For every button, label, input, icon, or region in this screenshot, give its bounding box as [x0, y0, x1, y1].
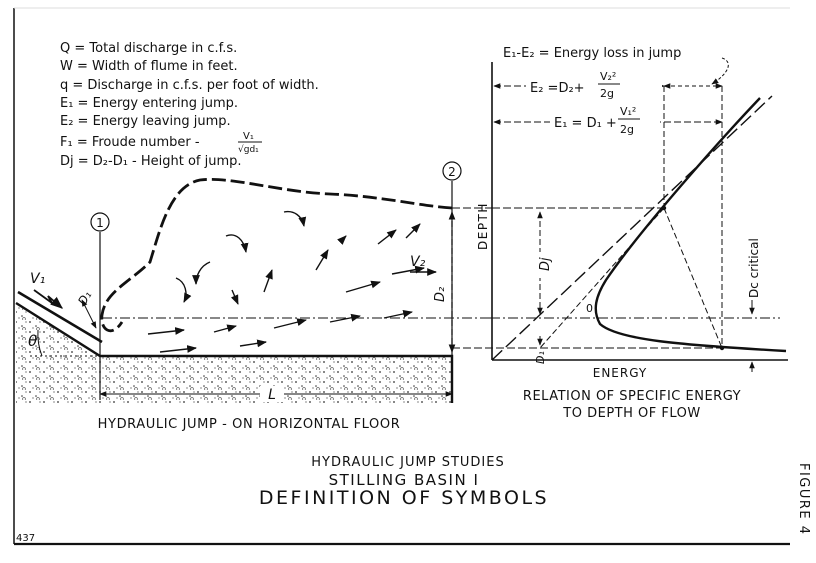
- legend-froude-den: √gd₁: [238, 144, 259, 155]
- plot-caption-line1: RELATION OF SPECIFIC ENERGY: [523, 389, 741, 404]
- legend-e2: E₂ = Energy leaving jump.: [60, 114, 231, 129]
- section-2-marker: [442, 161, 462, 181]
- energy-loss-label: E₁-E₂ = Energy loss in jump: [503, 46, 681, 61]
- specific-energy-curve: [594, 97, 787, 353]
- v1-arrow: [33, 289, 63, 309]
- legend-dj: Dj = D₂-D₁ - Height of jump.: [60, 154, 242, 169]
- d1-plot-label: D₁: [534, 351, 547, 364]
- flow-arrow: [405, 223, 421, 239]
- flow-arrow: [213, 324, 237, 333]
- e1-formula-num: V₁²: [620, 105, 636, 118]
- flow-arrow: [383, 310, 413, 319]
- section-1-label: 1: [96, 216, 104, 230]
- flow-arrow: [192, 261, 211, 285]
- dj-label-bg: [530, 252, 548, 278]
- hydraulic-jump-diagram: θ V₁ D₁ 1 2 D₂: [15, 161, 492, 432]
- e2-formula: E₂ =D₂+: [530, 81, 585, 96]
- depth-equals-energy-line: [491, 95, 773, 361]
- depth-axis-label: DEPTH: [476, 202, 490, 250]
- flow-arrow: [159, 345, 197, 353]
- chute-water-surface: [17, 290, 103, 344]
- e2-formula-den: 2g: [600, 87, 614, 100]
- floor-outline: [15, 301, 454, 403]
- conjugate-connector: [539, 207, 665, 349]
- flow-arrow: [283, 210, 307, 227]
- flow-arrow: [391, 265, 425, 275]
- legend-w-width: W = Width of flume in feet.: [60, 59, 238, 74]
- flow-arrows: [147, 210, 425, 353]
- length-label-bg: [260, 386, 284, 402]
- flow-arrow: [273, 318, 307, 329]
- theta-arc: [37, 329, 43, 357]
- flow-arrow: [147, 327, 185, 335]
- legend-q-unit: q = Discharge in c.f.s. per foot of widt…: [60, 78, 319, 93]
- v1-label: V₁: [30, 271, 45, 287]
- flow-arrow: [225, 234, 249, 253]
- figure-label: FIGURE 4: [796, 463, 811, 536]
- legend-froude: F₁ = Froude number -: [60, 135, 200, 150]
- dc-critical-label: Dc critical: [747, 238, 761, 298]
- length-label: L: [268, 387, 276, 403]
- legend-froude-num: V₁: [243, 131, 254, 142]
- jump-caption: HYDRAULIC JUMP - ON HORIZONTAL FLOOR: [98, 417, 401, 432]
- legend-e1: E₁ = Energy entering jump.: [60, 96, 238, 111]
- floor-fill: [16, 303, 452, 403]
- flow-arrow: [175, 277, 192, 303]
- flow-arrow: [230, 289, 239, 305]
- title-line3: DEFINITION OF SYMBOLS: [259, 487, 549, 509]
- flow-arrow: [336, 235, 347, 246]
- flow-arrow: [263, 269, 273, 293]
- dj-label: Dj: [538, 257, 553, 271]
- page-number: 437: [16, 533, 35, 544]
- point-d2: [661, 205, 667, 211]
- title-block: HYDRAULIC JUMP STUDIES STILLING BASIN I …: [259, 455, 549, 509]
- energy-loss-pointer: [711, 57, 729, 85]
- energy-loss-connector: [663, 207, 723, 349]
- section-2-label: 2: [448, 165, 456, 179]
- legend: Q = Total discharge in c.f.s. W = Width …: [60, 41, 319, 169]
- title-line2: STILLING BASIN I: [329, 471, 480, 489]
- energy-depth-plot: DEPTH ENERGY E₂ =D₂+ V₂² 2g E₁ = D₁ + V₁…: [452, 46, 788, 421]
- legend-q-total: Q = Total discharge in c.f.s.: [60, 41, 237, 56]
- d1-label: D₁: [75, 288, 94, 307]
- flow-arrow: [377, 229, 397, 245]
- origin-label: 0: [586, 302, 593, 315]
- e1-formula: E₁ = D₁ +: [554, 116, 617, 131]
- plot-caption-line2: TO DEPTH OF FLOW: [562, 406, 700, 421]
- flow-arrow: [329, 313, 361, 323]
- point-d1: [719, 345, 725, 351]
- d2-label: D₂: [433, 287, 448, 302]
- flow-arrow: [315, 249, 329, 271]
- theta-label: θ: [28, 332, 37, 350]
- e2-formula-bg: [526, 70, 662, 102]
- flow-arrow: [239, 339, 267, 348]
- v2-label: V₂: [410, 254, 426, 270]
- jump-surface: [100, 177, 453, 333]
- flow-arrow: [345, 280, 381, 293]
- e1-formula-bg: [550, 106, 660, 138]
- energy-axis-label: ENERGY: [593, 366, 648, 380]
- e2-formula-num: V₂²: [600, 70, 616, 83]
- title-line1: HYDRAULIC JUMP STUDIES: [311, 455, 504, 470]
- section-1-marker: [90, 212, 110, 232]
- d1-dimension: [81, 299, 97, 329]
- e1-formula-den: 2g: [620, 123, 634, 136]
